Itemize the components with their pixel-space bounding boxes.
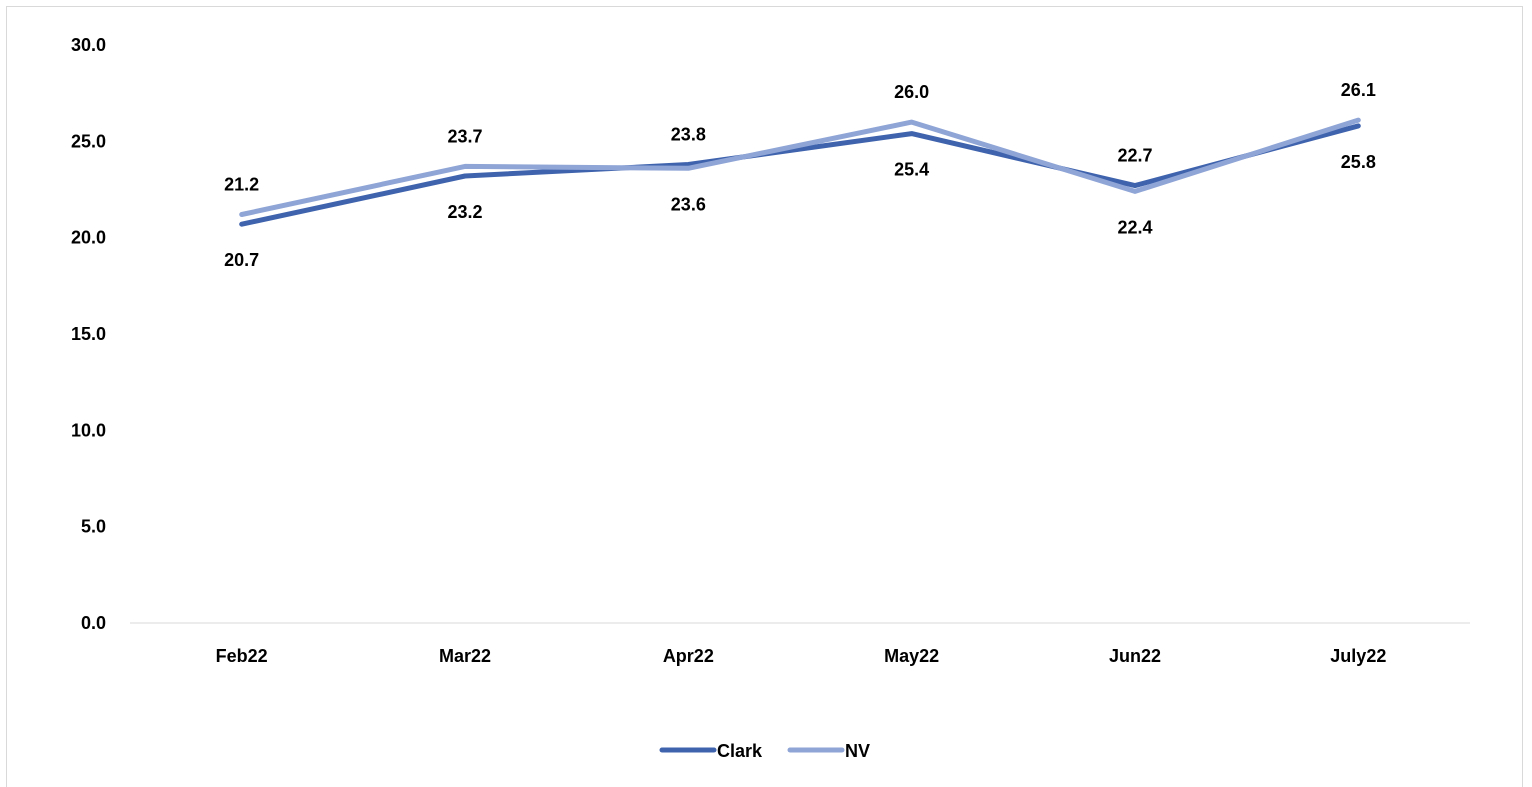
- data-labels: 20.7 21.2 23.2 23.7 23.8 23.6 25.4 26.0 22.7 22.4…: [224, 80, 1376, 270]
- data-label-nv: 23.7: [447, 126, 482, 146]
- data-label-clark: 23.8: [671, 124, 706, 144]
- y-tick-label: 0.0: [81, 613, 106, 633]
- y-tick-label: 15.0: [71, 324, 106, 344]
- y-tick-label: 10.0: [71, 420, 106, 440]
- data-label-nv: 26.1: [1341, 80, 1376, 100]
- series-line-nv: [239, 117, 1361, 217]
- data-label-nv: 22.4: [1117, 217, 1152, 237]
- y-tick-label: 30.0: [71, 35, 106, 55]
- data-label-nv: 21.2: [224, 175, 259, 195]
- x-category-label: Mar22: [439, 646, 491, 666]
- data-label-clark: 25.8: [1341, 152, 1376, 172]
- y-axis-ticks: 0.0 5.0 10.0 15.0 20.0 25.0 30.0: [71, 35, 106, 633]
- data-label-clark: 23.2: [447, 202, 482, 222]
- series-lines: [239, 117, 1361, 227]
- y-tick-label: 5.0: [81, 517, 106, 537]
- legend-label-nv: NV: [845, 741, 870, 761]
- x-category-label: July22: [1330, 646, 1386, 666]
- data-label-nv: 26.0: [894, 82, 929, 102]
- y-tick-label: 20.0: [71, 228, 106, 248]
- series-line-clark: [239, 123, 1361, 227]
- x-category-label: Feb22: [216, 646, 268, 666]
- chart-frame: [6, 6, 1523, 787]
- x-axis-categories: Feb22 Mar22 Apr22 May22 Jun22 July22: [216, 646, 1387, 666]
- legend-label-clark: Clark: [717, 741, 763, 761]
- data-label-clark: 22.7: [1117, 146, 1152, 166]
- y-tick-label: 25.0: [71, 131, 106, 151]
- x-category-label: Jun22: [1109, 646, 1161, 666]
- data-label-nv: 23.6: [671, 194, 706, 214]
- data-label-clark: 20.7: [224, 250, 259, 270]
- x-category-label: May22: [884, 646, 939, 666]
- data-label-clark: 25.4: [894, 160, 929, 180]
- legend: Clark NV: [659, 741, 870, 761]
- x-category-label: Apr22: [663, 646, 714, 666]
